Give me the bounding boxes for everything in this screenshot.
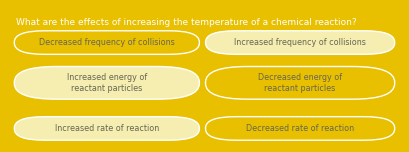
FancyBboxPatch shape bbox=[205, 117, 395, 140]
FancyBboxPatch shape bbox=[14, 67, 200, 99]
Text: Increased energy of
reactant particles: Increased energy of reactant particles bbox=[67, 73, 147, 93]
Text: Increased frequency of collisions: Increased frequency of collisions bbox=[234, 38, 366, 47]
FancyBboxPatch shape bbox=[205, 67, 395, 99]
FancyBboxPatch shape bbox=[14, 31, 200, 54]
Text: Decreased energy of
reactant particles: Decreased energy of reactant particles bbox=[258, 73, 342, 93]
Text: Decreased frequency of collisions: Decreased frequency of collisions bbox=[39, 38, 175, 47]
FancyBboxPatch shape bbox=[14, 117, 200, 140]
Text: Increased rate of reaction: Increased rate of reaction bbox=[55, 124, 159, 133]
Text: What are the effects of increasing the temperature of a chemical reaction?: What are the effects of increasing the t… bbox=[16, 18, 357, 27]
FancyBboxPatch shape bbox=[205, 31, 395, 54]
Text: Decreased rate of reaction: Decreased rate of reaction bbox=[246, 124, 354, 133]
